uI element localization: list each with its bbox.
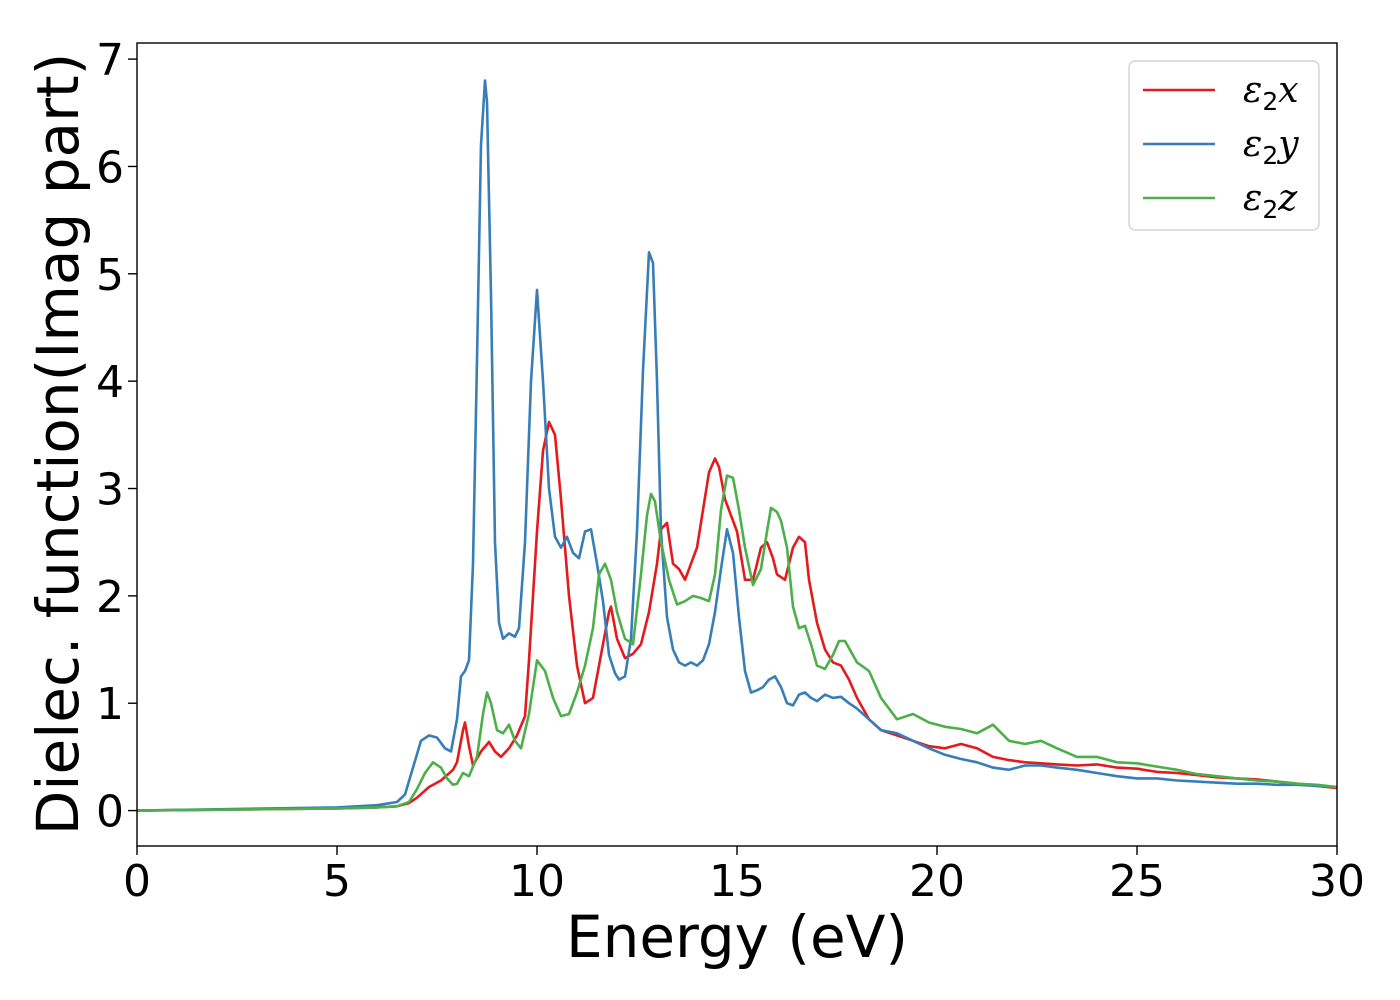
x-tick-label: 0 [123,856,151,907]
y-tick-label: 4 [96,357,124,408]
x-tick-label: 5 [323,856,351,907]
x-tick-label: 20 [909,856,965,907]
y-tick-label: 6 [96,142,124,193]
x-tick-label: 10 [509,856,565,907]
x-tick-label: 25 [1109,856,1165,907]
x-tick-label: 15 [709,856,765,907]
y-tick-label: 0 [96,787,124,838]
y-tick-label: 3 [96,465,124,516]
x-tick-label: 30 [1309,856,1365,907]
y-tick-label: 2 [96,572,124,623]
y-tick-label: 7 [96,35,124,86]
series-line-x [137,422,1337,811]
x-axis-title: Energy (eV) [566,903,908,971]
x-axis-ticks: 0 5 10 15 20 25 30 [123,846,1365,907]
series-line-z [137,476,1337,811]
y-tick-label: 1 [96,679,124,730]
y-axis-ticks: 0 1 2 3 4 5 6 7 [96,35,137,837]
y-axis-title: Dielec. function(Imag part) [24,53,92,836]
y-tick-label: 5 [96,250,124,301]
